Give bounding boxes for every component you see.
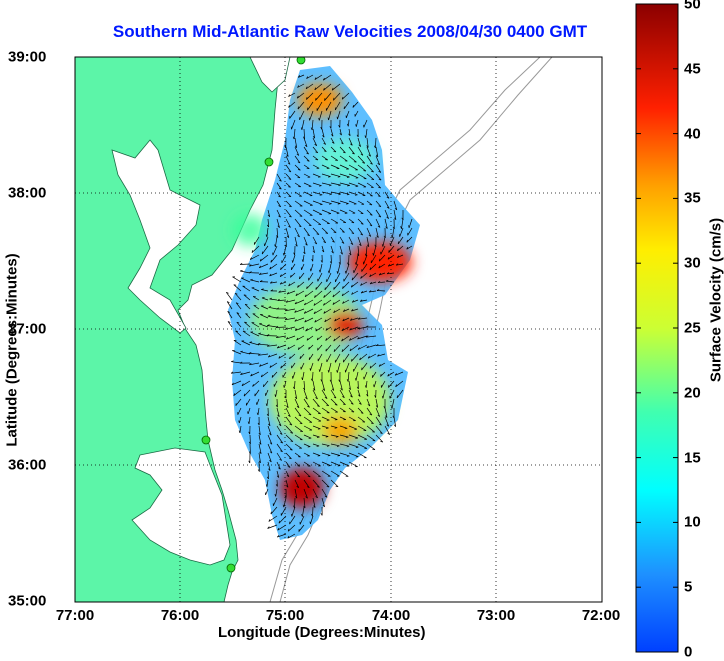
velocity-arrow-head bbox=[356, 447, 358, 448]
colorbar-tick-label: 10 bbox=[684, 514, 701, 531]
velocity-arrow-head bbox=[337, 117, 338, 119]
y-tick-label: 35:00 bbox=[8, 593, 46, 610]
colorbar-tick-label: 20 bbox=[684, 384, 701, 401]
velocity-arrow bbox=[276, 327, 286, 328]
velocity-arrow-head bbox=[352, 278, 353, 280]
x-axis-label: Longitude (Degrees:Minutes) bbox=[218, 624, 426, 641]
velocity-arrow bbox=[240, 264, 250, 265]
velocity-arrow-head bbox=[300, 356, 301, 359]
radar-station bbox=[202, 436, 210, 444]
velocity-arrow-head bbox=[409, 225, 410, 228]
velocity-hotspot-north bbox=[298, 84, 342, 116]
velocity-arrow-head bbox=[244, 295, 247, 296]
velocity-arrow-head bbox=[334, 287, 335, 289]
velocity-arrow-head bbox=[389, 250, 390, 253]
velocity-arrow-head bbox=[347, 177, 350, 178]
velocity-arrow-head bbox=[316, 287, 317, 289]
x-tick-label: 73:00 bbox=[477, 607, 515, 624]
velocity-arrow bbox=[313, 507, 314, 516]
velocity-arrow-head bbox=[388, 385, 389, 388]
velocity-blob-nearshore bbox=[232, 214, 268, 246]
velocity-arrow bbox=[377, 291, 385, 292]
velocity-arrow-head bbox=[319, 186, 321, 187]
velocity-arrow-head bbox=[325, 98, 326, 100]
velocity-hotspot-center bbox=[327, 311, 363, 339]
radar-station bbox=[227, 564, 235, 572]
colorbar-label: Surface Velocity (cm/s) bbox=[708, 218, 724, 382]
velocity-arrow-head bbox=[347, 456, 349, 457]
colorbar-tick-label: 50 bbox=[684, 0, 701, 13]
y-tick-label: 38:00 bbox=[8, 185, 46, 202]
colorbar-tick-label: 30 bbox=[684, 255, 701, 272]
velocity-arrow-head bbox=[328, 455, 330, 456]
velocity-arrow-head bbox=[310, 269, 311, 272]
velocity-arrow-head bbox=[234, 285, 236, 286]
velocity-arrow-head bbox=[272, 375, 273, 377]
velocity-arrow-head bbox=[334, 349, 335, 351]
x-tick-label: 76:00 bbox=[161, 607, 199, 624]
x-tick-label: 72:00 bbox=[582, 607, 620, 624]
colorbar-tick-label: 0 bbox=[684, 644, 692, 661]
velocity-arrow-head bbox=[338, 456, 340, 457]
colorbar-tick-label: 5 bbox=[684, 579, 692, 596]
colorbar bbox=[636, 4, 678, 652]
velocity-arrow-head bbox=[292, 260, 293, 262]
radar-station bbox=[265, 158, 273, 166]
velocity-arrow-head bbox=[346, 204, 348, 205]
velocity-arrow-head bbox=[318, 348, 319, 351]
x-tick-label: 75:00 bbox=[266, 607, 304, 624]
velocity-arrow-head bbox=[355, 195, 358, 196]
x-tick-label: 74:00 bbox=[372, 607, 410, 624]
colorbar-tick-label: 35 bbox=[684, 190, 701, 207]
velocity-arrow-head bbox=[317, 437, 320, 438]
velocity-arrow-head bbox=[374, 385, 375, 388]
velocity-arrow-head bbox=[328, 177, 330, 178]
velocity-arrow-head bbox=[300, 216, 302, 217]
colorbar-tick-label: 25 bbox=[684, 320, 701, 337]
velocity-arrow-head bbox=[320, 195, 323, 196]
velocity-arrow-head bbox=[317, 446, 319, 447]
velocity-arrow-head bbox=[345, 428, 347, 429]
x-tick-label: 77:00 bbox=[56, 607, 94, 624]
colorbar-tick-label: 15 bbox=[684, 449, 701, 466]
velocity-arrow-head bbox=[244, 322, 246, 323]
y-tick-label: 39:00 bbox=[8, 49, 46, 66]
velocity-arrow-head bbox=[271, 512, 272, 514]
velocity-hotspot-east bbox=[348, 242, 412, 282]
colorbar-tick-label: 40 bbox=[684, 125, 701, 142]
velocity-arrow-head bbox=[345, 271, 346, 274]
velocity-arrow bbox=[295, 498, 296, 508]
velocity-arrow-head bbox=[371, 179, 374, 180]
velocity-arrow bbox=[349, 255, 350, 265]
velocity-arrow-head bbox=[298, 107, 299, 110]
y-tick-label: 36:00 bbox=[8, 457, 46, 474]
colorbar-tick-label: 45 bbox=[684, 60, 701, 77]
y-axis-label: Latitude (Degrees:Minutes) bbox=[4, 253, 21, 446]
velocity-arrow-head bbox=[248, 412, 249, 414]
velocity-arrow-head bbox=[310, 522, 311, 525]
velocity-arrow-head bbox=[271, 260, 272, 263]
